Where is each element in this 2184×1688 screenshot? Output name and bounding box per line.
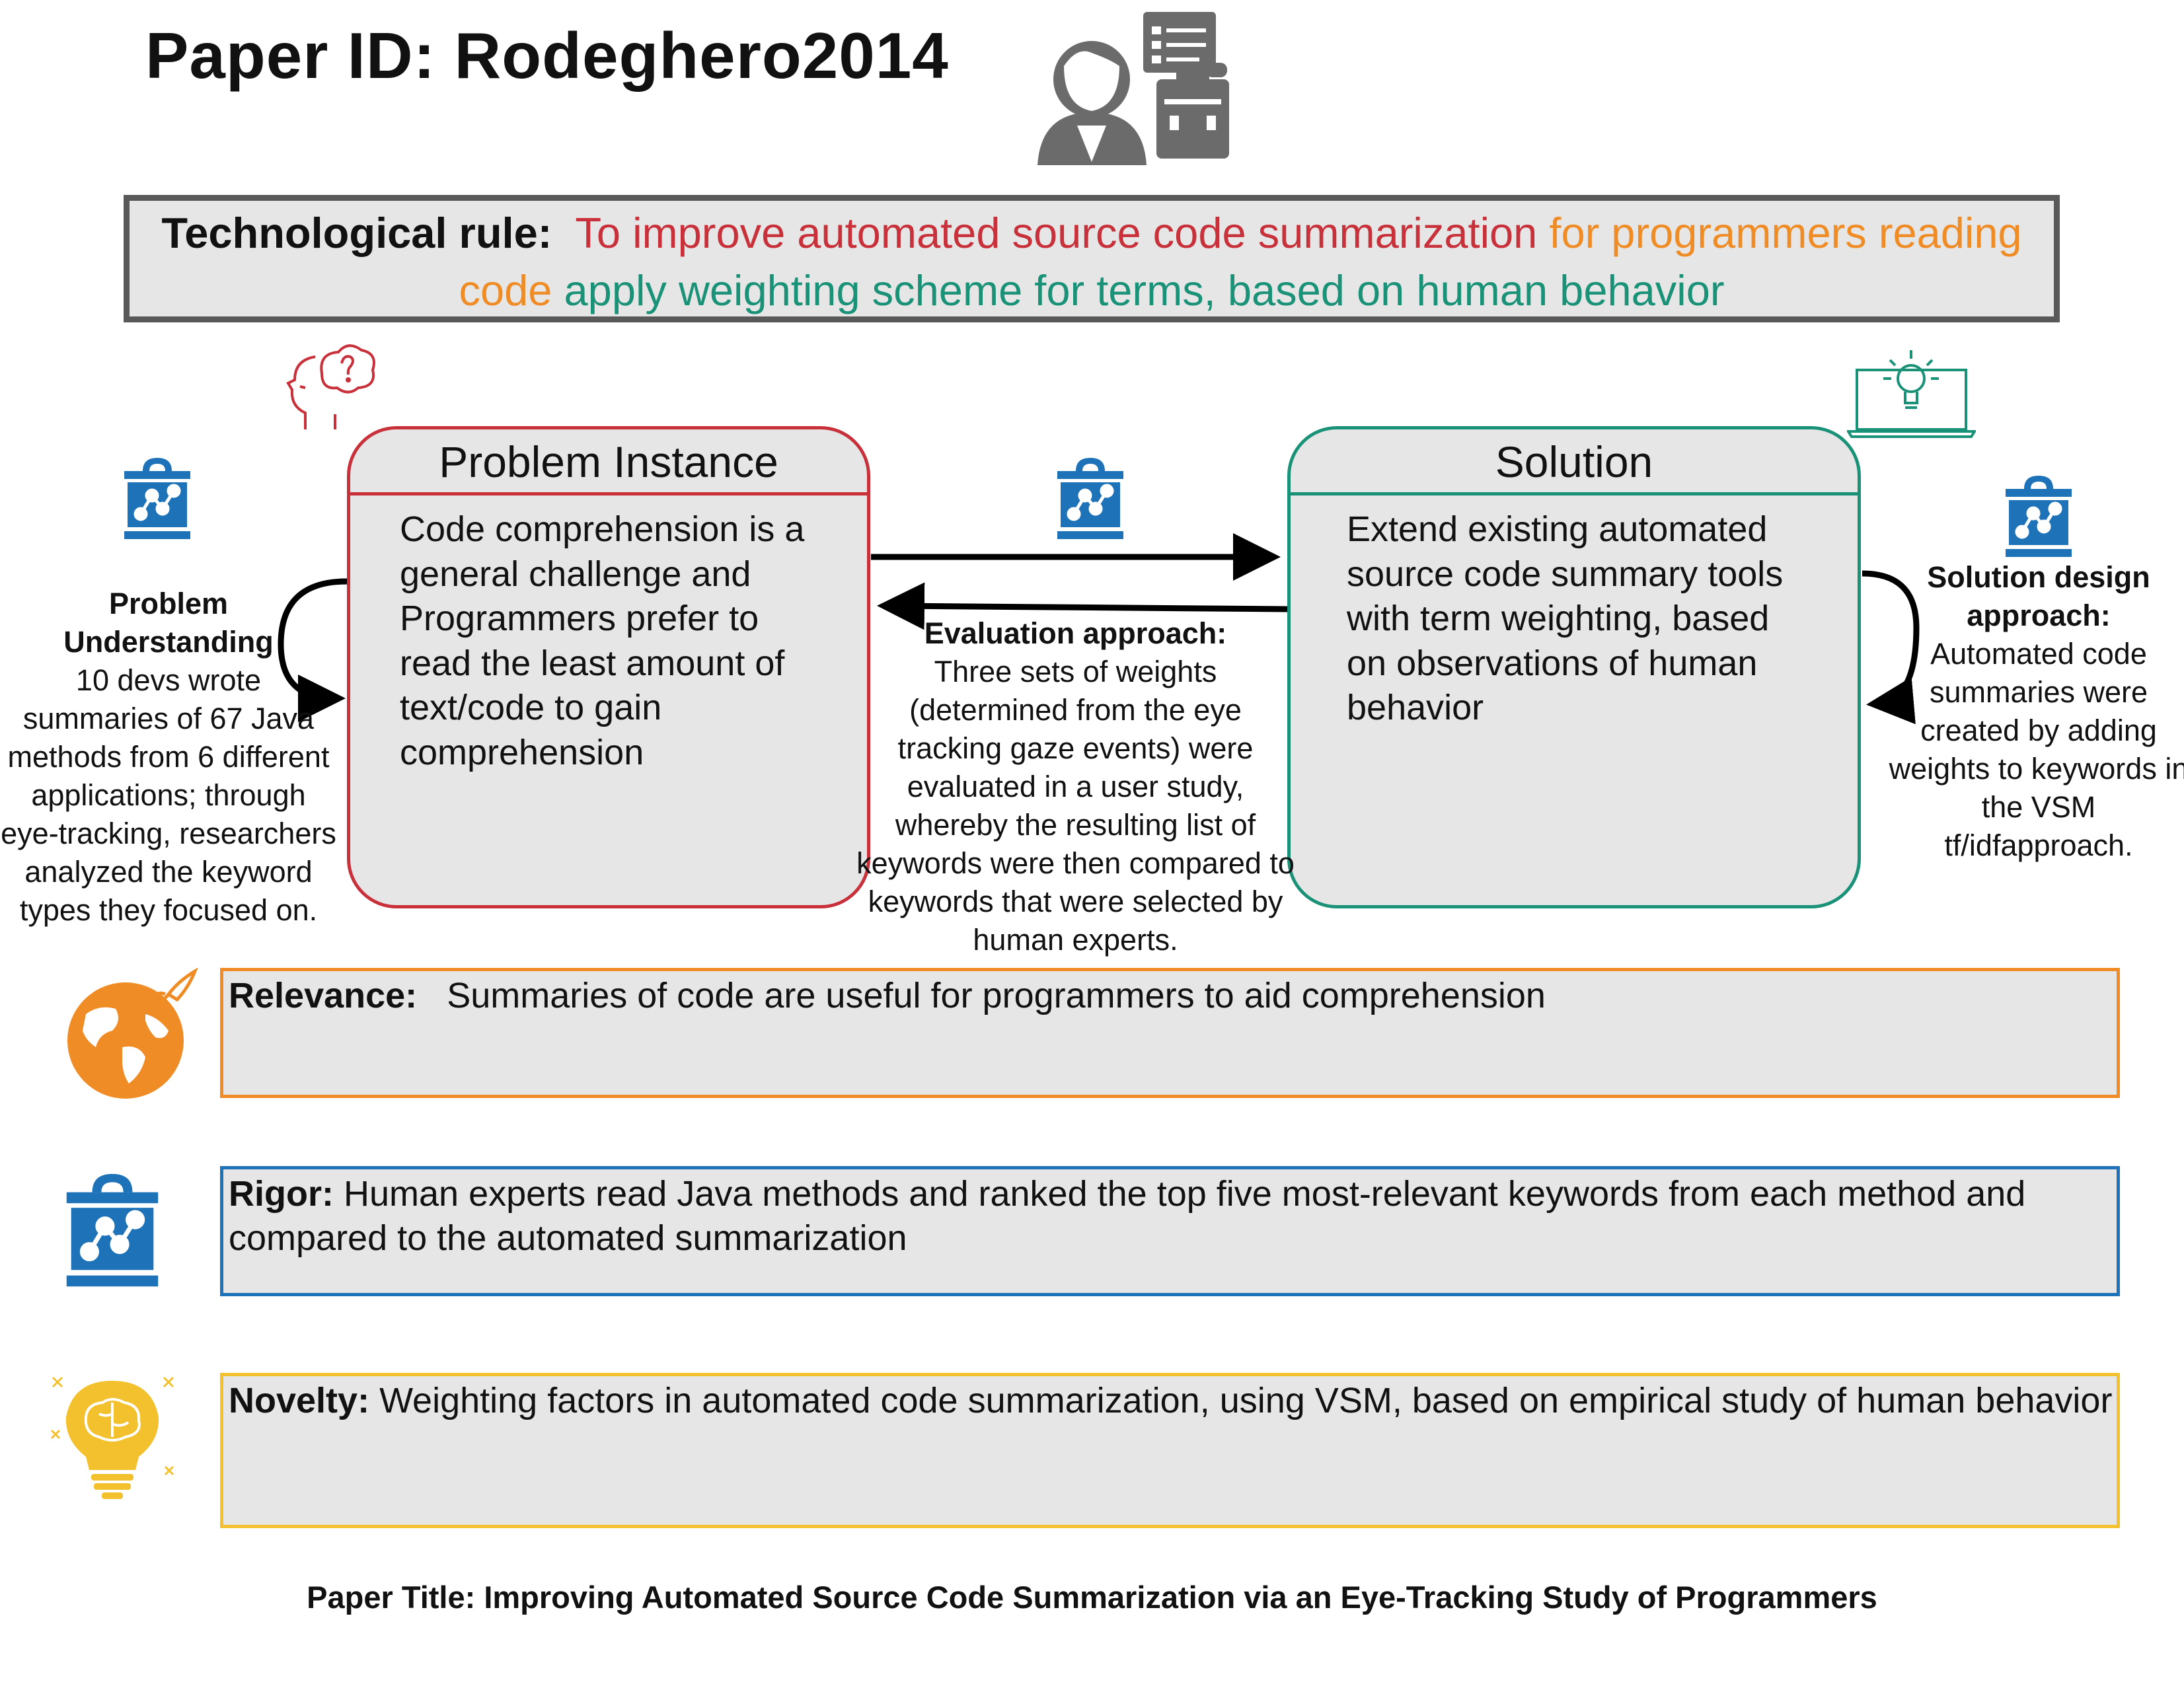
rigor-text: Human experts read Java methods and rank… <box>229 1174 2026 1258</box>
solution-box: Solution Extend existing automated sourc… <box>1287 426 1861 908</box>
relevance-text: Summaries of code are useful for program… <box>447 976 1546 1015</box>
novelty-text: Weighting factors in automated code summ… <box>379 1381 2113 1420</box>
lab-toolbox-icon <box>1057 458 1123 539</box>
paper-title: Paper Title: Improving Automated Source … <box>307 1580 1877 1615</box>
solution-title: Solution <box>1291 429 1858 495</box>
lab-toolbox-icon <box>66 1173 159 1287</box>
lightbulb-laptop-icon <box>1847 350 1976 438</box>
paper-id-title: Paper ID: Rodeghero2014 <box>145 19 949 92</box>
solution-text: Extend existing automated source code su… <box>1347 509 1784 727</box>
evaluation-approach-label: Evaluation approach: <box>924 616 1227 650</box>
solution-to-problem-arrow <box>877 582 1288 630</box>
technological-rule-box: Technological rule: To improve automated… <box>124 195 2060 322</box>
relevance-label: Relevance: <box>229 976 418 1015</box>
novelty-box: Novelty: Weighting factors in automated … <box>220 1373 2120 1528</box>
thinking-head-icon <box>286 344 375 429</box>
researcher-icon <box>1037 12 1229 165</box>
problem-instance-box: Problem Instance Code comprehension is a… <box>347 426 870 908</box>
problem-understanding-text: 10 devs wrote summaries of 67 Java metho… <box>1 663 336 927</box>
technological-rule-context: for programmers reading code <box>459 209 2022 314</box>
evaluation-approach-text: Three sets of weights (determined from t… <box>856 655 1295 957</box>
problem-understanding-note: Problem Understanding 10 devs wrote summ… <box>0 585 337 930</box>
rigor-box: Rigor: Human experts read Java methods a… <box>220 1166 2120 1296</box>
problem-understanding-loop-arrow <box>278 578 348 722</box>
problem-understanding-label: Problem Understanding <box>63 587 274 659</box>
solution-design-note: Solution design approach: Automated code… <box>1883 558 2184 865</box>
technological-rule-problem: To improve automated source code summari… <box>575 209 1538 257</box>
lab-toolbox-icon <box>2006 476 2072 557</box>
solution-design-text: Automated code summaries were created by… <box>1889 637 2184 862</box>
globe-rocket-icon <box>67 968 198 1099</box>
evaluation-approach-note: Evaluation approach: Three sets of weigh… <box>856 614 1295 959</box>
solution-design-loop-arrow <box>1862 570 1920 725</box>
technological-rule-label: Technological rule: <box>161 209 552 257</box>
novelty-label: Novelty: <box>229 1381 370 1420</box>
lab-toolbox-icon <box>124 458 190 539</box>
problem-instance-text: Code comprehension is a general challeng… <box>400 509 805 772</box>
connector-arrows <box>278 533 1920 725</box>
technological-rule-solution: apply weighting scheme for terms, based … <box>564 266 1725 314</box>
brain-lightbulb-icon <box>50 1376 174 1499</box>
rigor-label: Rigor: <box>229 1174 334 1214</box>
problem-instance-title: Problem Instance <box>350 429 867 495</box>
solution-design-label: Solution design approach: <box>1927 560 2150 632</box>
relevance-box: Relevance: Summaries of code are useful … <box>220 968 2120 1098</box>
